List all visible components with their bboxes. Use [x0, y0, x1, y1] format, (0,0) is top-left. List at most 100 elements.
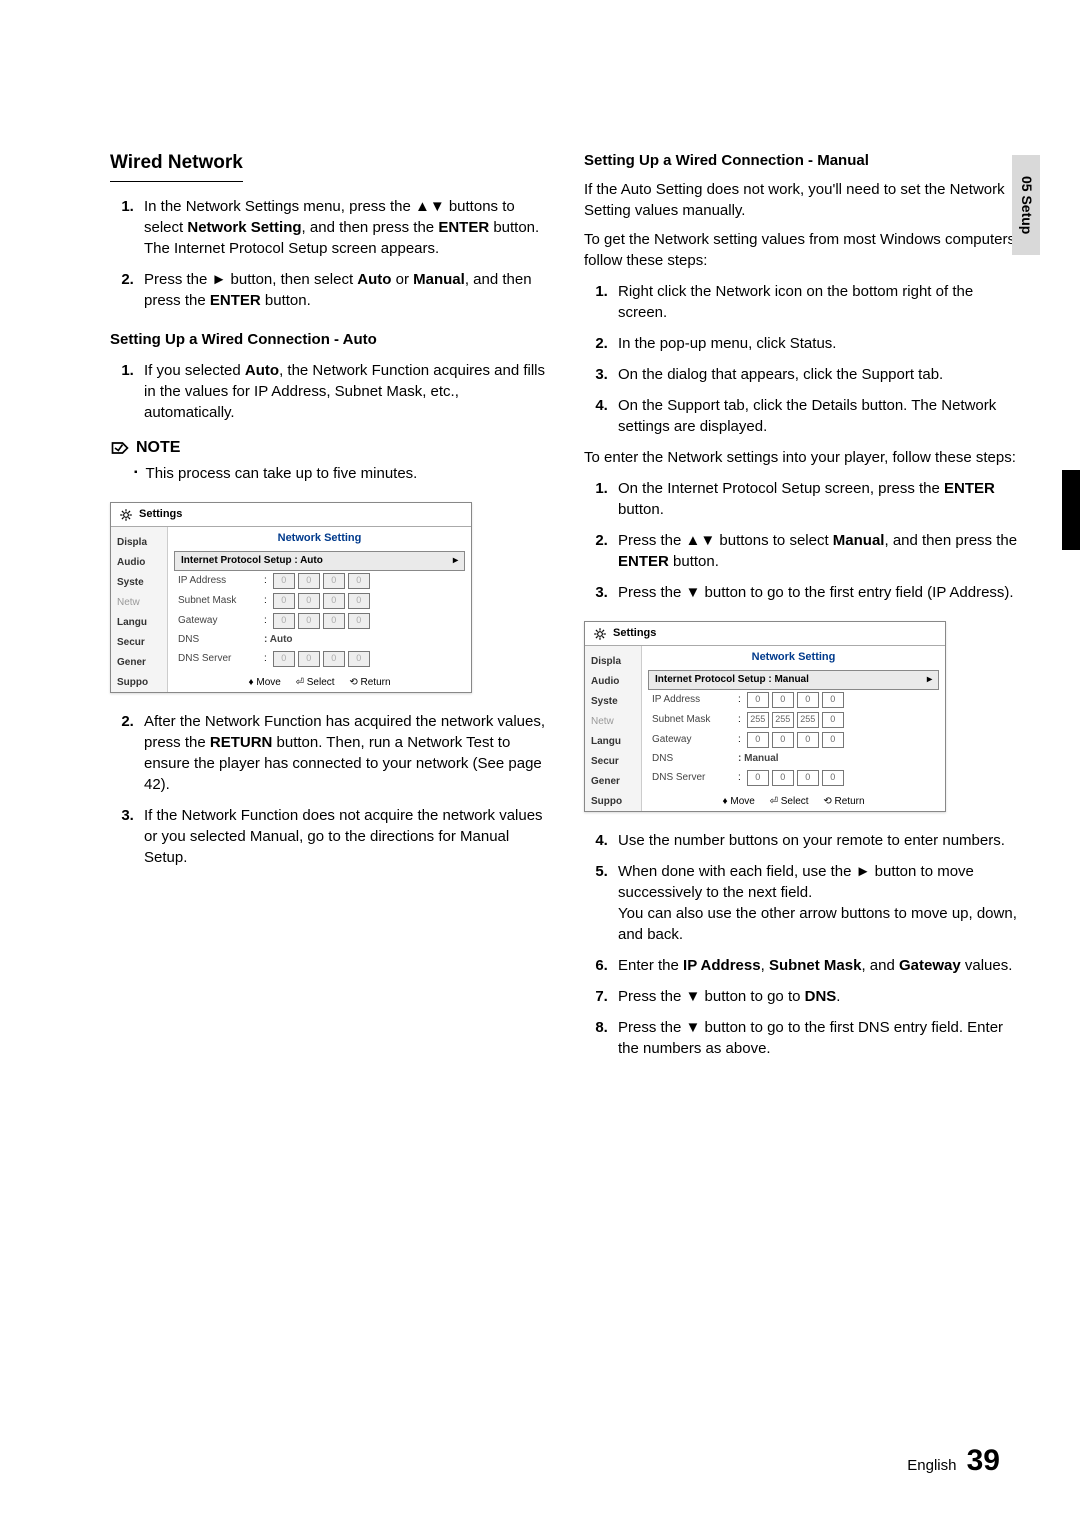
fig-field-boxes: 0000 — [747, 692, 844, 708]
fig-field-row: Subnet Mask:0000 — [168, 591, 471, 611]
right-column: Setting Up a Wired Connection - Manual I… — [584, 150, 1020, 1069]
fig-field-label: Subnet Mask — [178, 594, 258, 608]
list-item: Enter the IP Address, Subnet Mask, and G… — [612, 955, 1020, 976]
fig-field-label: IP Address — [178, 574, 258, 588]
fig-value-box: 0 — [797, 732, 819, 748]
fig-field-label: DNS Server — [178, 652, 258, 666]
settings-figure-auto: Settings DisplaAudioSysteNetwLanguSecurG… — [110, 502, 472, 693]
fig-sidebar-item: Syste — [585, 692, 641, 712]
fig-footer: ♦ Move ⏎ Select ⟲ Return — [168, 676, 471, 690]
fig-field-label: Gateway — [178, 614, 258, 628]
fig-title: Settings — [613, 626, 656, 641]
fig-value-box: 0 — [273, 573, 295, 589]
fig-field-row: IP Address:0000 — [168, 571, 471, 591]
fig-field-boxes: 2552552550 — [747, 712, 844, 728]
fig-footer: ♦ Move ⏎ Select ⟲ Return — [642, 795, 945, 809]
fig-field-value: : Auto — [264, 633, 293, 647]
list-item: Use the number buttons on your remote to… — [612, 830, 1020, 851]
fig-sidebar-item: Audio — [111, 553, 167, 573]
fig-value-box: 0 — [348, 593, 370, 609]
list-item: Right click the Network icon on the bott… — [612, 281, 1020, 323]
gear-icon — [593, 627, 607, 641]
fig-value-box: 0 — [822, 712, 844, 728]
fig-sidebar-item: Secur — [111, 633, 167, 653]
intro-list: In the Network Settings menu, press the … — [110, 196, 546, 311]
fig-sidebar-item: Suppo — [585, 792, 641, 812]
fig-field-label: DNS — [652, 752, 732, 766]
fig-field-label: IP Address — [652, 693, 732, 707]
manual-subhead: Setting Up a Wired Connection - Manual — [584, 150, 1020, 171]
fig-sidebar-item: Netw — [585, 712, 641, 732]
windows-steps: Right click the Network icon on the bott… — [584, 281, 1020, 437]
settings-figure-manual: Settings DisplaAudioSysteNetwLanguSecurG… — [584, 621, 946, 812]
protocol-setup-row: Internet Protocol Setup : Auto▸ — [174, 551, 465, 571]
fig-field-label: DNS Server — [652, 771, 732, 785]
fig-value-box: 0 — [323, 651, 345, 667]
fig-value-box: 0 — [273, 613, 295, 629]
list-item: Press the ▼ button to go to the first en… — [612, 582, 1020, 603]
fig-value-box: 0 — [747, 770, 769, 786]
fig-value-box: 0 — [822, 770, 844, 786]
fig-sidebar-item: Langu — [585, 732, 641, 752]
note-text: This process can take up to five minutes… — [134, 463, 546, 484]
fig-value-box: 0 — [772, 732, 794, 748]
fig-field-boxes: 0000 — [747, 770, 844, 786]
enter-settings-intro: To enter the Network settings into your … — [584, 447, 1020, 468]
list-item: On the Support tab, click the Details bu… — [612, 395, 1020, 437]
fig-field-row: DNS : Manual — [642, 750, 945, 768]
fig-value-box: 0 — [772, 692, 794, 708]
fig-field-row: DNS Server:0000 — [168, 649, 471, 669]
fig-sidebar-item: Displa — [111, 533, 167, 553]
fig-value-box: 0 — [298, 593, 320, 609]
fig-sidebar-item: Displa — [585, 652, 641, 672]
fig-sidebar-item: Netw — [111, 593, 167, 613]
fig-field-boxes: 0000 — [747, 732, 844, 748]
fig-value-box: 0 — [822, 732, 844, 748]
page-footer: English 39 — [907, 1440, 1000, 1482]
fig-value-box: 0 — [348, 651, 370, 667]
footer-lang: English — [907, 1457, 956, 1474]
side-tab-label: 05 Setup — [1016, 176, 1036, 234]
player-steps-b: Use the number buttons on your remote to… — [584, 830, 1020, 1059]
player-steps-a: On the Internet Protocol Setup screen, p… — [584, 478, 1020, 603]
chevron-right-icon: ▸ — [927, 673, 932, 687]
fig-value-box: 0 — [747, 732, 769, 748]
fig-field-row: Subnet Mask:2552552550 — [642, 710, 945, 730]
footer-page-number: 39 — [967, 1444, 1000, 1477]
list-item: Press the ► button, then select Auto or … — [138, 269, 546, 311]
list-item: If the Network Function does not acquire… — [138, 805, 546, 868]
fig-value-box: 0 — [298, 613, 320, 629]
fig-value-box: 0 — [747, 692, 769, 708]
fig-field-boxes: 0000 — [273, 613, 370, 629]
auto-subhead: Setting Up a Wired Connection - Auto — [110, 329, 546, 350]
fig-value-box: 0 — [298, 573, 320, 589]
fig-field-boxes: 0000 — [273, 651, 370, 667]
fig-field-boxes: 0000 — [273, 573, 370, 589]
note-heading: NOTE — [110, 437, 546, 459]
fig-field-row: DNS Server:0000 — [642, 768, 945, 788]
fig-sidebar-item: Secur — [585, 752, 641, 772]
list-item: Press the ▼ button to go to DNS. — [612, 986, 1020, 1007]
protocol-setup-row: Internet Protocol Setup : Manual▸ — [648, 670, 939, 690]
list-item: Press the ▼ button to go to the first DN… — [612, 1017, 1020, 1059]
list-item: On the Internet Protocol Setup screen, p… — [612, 478, 1020, 520]
fig-value-box: 0 — [298, 651, 320, 667]
after-fig-list: After the Network Function has acquired … — [110, 711, 546, 868]
fig-value-box: 255 — [747, 712, 769, 728]
fig-field-row: DNS: Auto — [168, 631, 471, 649]
fig-field-label: Subnet Mask — [652, 713, 732, 727]
gear-icon — [119, 508, 133, 522]
list-item: On the dialog that appears, click the Su… — [612, 364, 1020, 385]
fig-value-box: 0 — [323, 613, 345, 629]
fig-value-box: 0 — [797, 692, 819, 708]
thumb-index-stub — [1062, 470, 1080, 550]
fig-caption: Network Setting — [642, 646, 945, 669]
fig-field-row: IP Address:0000 — [642, 690, 945, 710]
wired-network-heading: Wired Network — [110, 150, 243, 182]
fig-field-value: : Manual — [738, 752, 779, 766]
note-icon — [110, 438, 130, 458]
fig-caption: Network Setting — [168, 527, 471, 550]
side-tab: 05 Setup — [1012, 155, 1040, 255]
fig-title: Settings — [139, 507, 182, 522]
auto-steps: If you selected Auto, the Network Functi… — [110, 360, 546, 423]
